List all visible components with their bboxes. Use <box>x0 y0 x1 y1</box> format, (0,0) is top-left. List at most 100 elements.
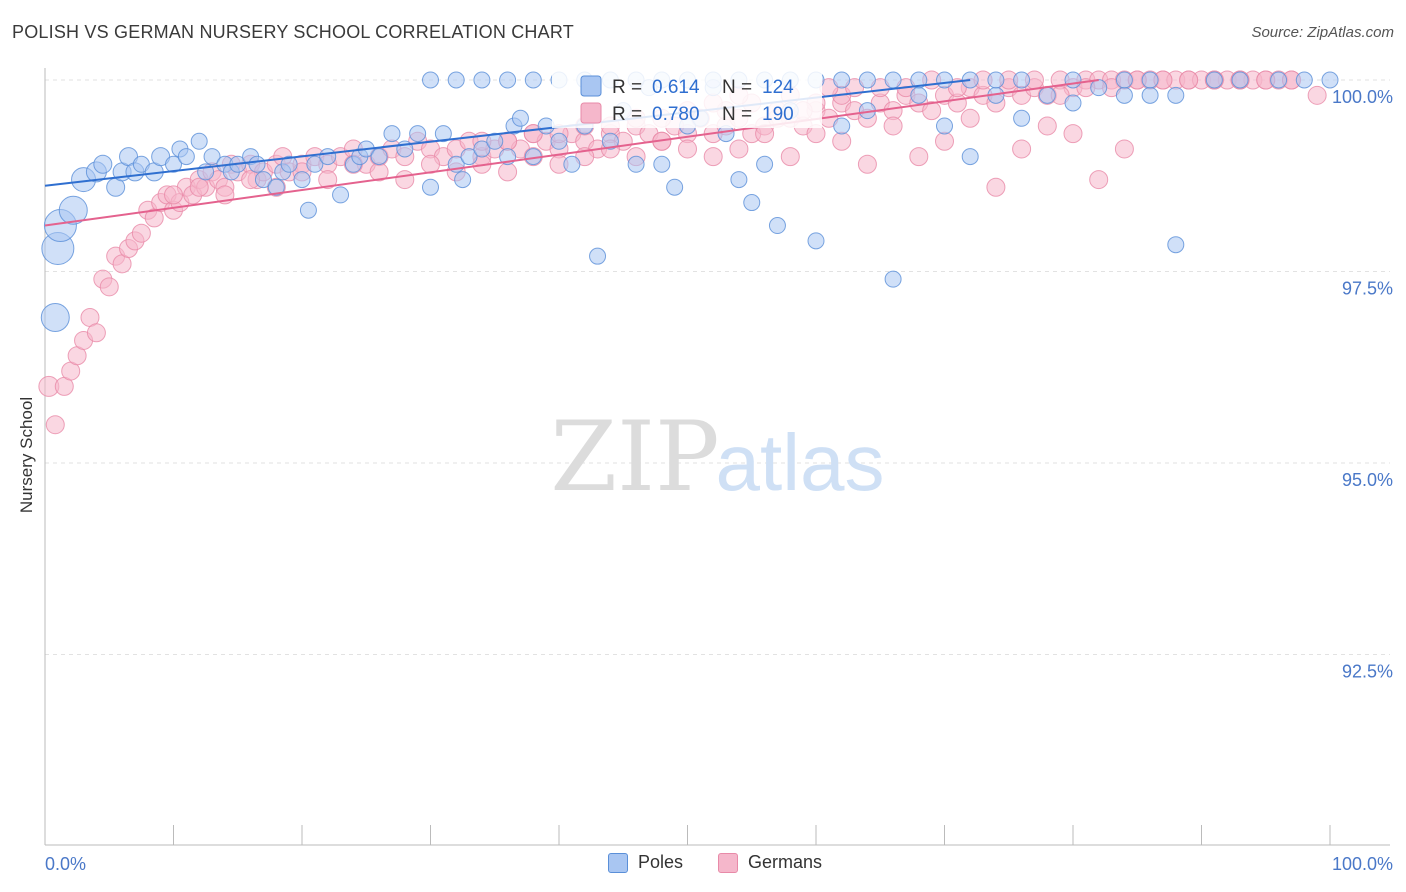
poles-point-38 <box>383 125 401 143</box>
watermark-atlas: atlas <box>716 418 885 507</box>
poles-point-99 <box>987 71 1005 89</box>
poles-point-26 <box>267 178 285 196</box>
germans-point-125 <box>832 131 852 151</box>
germans-point-7 <box>86 323 106 343</box>
poles-point-41 <box>422 178 439 196</box>
poles-point-28 <box>280 155 298 173</box>
poles-point-94 <box>1167 236 1185 254</box>
poles-point-80 <box>1013 109 1031 127</box>
poles-point-54 <box>563 155 581 173</box>
legend-germans-swatch <box>580 102 602 124</box>
poles-point-31 <box>306 155 324 173</box>
germans-point-123 <box>909 147 929 167</box>
legend-germans-n-label: N = <box>722 104 752 125</box>
germans-point-114 <box>986 177 1006 197</box>
poles-point-92 <box>1141 71 1159 89</box>
poles-point-3 <box>58 195 88 225</box>
germans-point-142 <box>395 170 415 190</box>
germans-point-138 <box>498 162 518 182</box>
poles-point-85 <box>1167 86 1185 104</box>
poles-point-67 <box>730 171 748 189</box>
germans-point-131 <box>678 139 697 159</box>
poles-point-70 <box>768 217 786 235</box>
legend-germans-r-value: 0.780 <box>652 104 700 125</box>
poles-point-68 <box>743 194 761 212</box>
germans-point-150 <box>189 177 209 197</box>
x-tick-label-1: 100.0% <box>1332 854 1393 874</box>
poles-point-45 <box>460 148 478 166</box>
germans-point-152 <box>870 78 890 98</box>
y-tick-label-3: 92.5% <box>1342 662 1393 682</box>
germans-point-121 <box>960 108 980 128</box>
legend-germans-n-value: 190 <box>762 104 794 125</box>
poles-point-93 <box>1090 79 1108 97</box>
poles-point-52 <box>537 117 555 135</box>
poles-point-118 <box>447 71 465 89</box>
poles-point-77 <box>936 117 953 135</box>
germans-point-129 <box>729 139 749 159</box>
poles-point-56 <box>589 247 607 265</box>
poles-point-75 <box>884 270 902 288</box>
germans-point-164 <box>1179 70 1199 90</box>
poles-point-66 <box>717 125 735 143</box>
y-tick-label-2: 95.0% <box>1342 470 1393 490</box>
poles-point-46 <box>473 140 491 158</box>
poles-point-17 <box>190 132 208 150</box>
germans-point-127 <box>780 147 800 167</box>
legend-germans-r-label: R = <box>612 104 642 125</box>
germans-point-169 <box>1307 85 1327 105</box>
poles-point-86 <box>1205 71 1223 89</box>
poles-point-83 <box>1115 86 1133 104</box>
poles-point-33 <box>332 186 350 204</box>
poles-point-117 <box>473 71 491 89</box>
poles-point-30 <box>299 201 317 219</box>
legend-poles-r-label: R = <box>612 77 642 98</box>
poles-point-44 <box>454 171 472 189</box>
axes <box>44 68 1390 846</box>
legend-poles-swatch <box>580 75 602 97</box>
poles-point-84 <box>1141 86 1159 104</box>
poles-point-87 <box>1231 71 1249 89</box>
poles-point-16 <box>177 148 195 166</box>
poles-point-119 <box>422 71 439 89</box>
germans-point-117 <box>1063 124 1083 144</box>
poles-point-102 <box>858 71 876 89</box>
watermark: ZIP atlas <box>550 401 884 513</box>
poles-point-95 <box>1013 71 1031 89</box>
poles-point-50 <box>511 109 529 127</box>
poles-point-24 <box>248 155 266 173</box>
poles-point-89 <box>1295 71 1313 89</box>
poles-point-25 <box>254 171 272 189</box>
germans-point-155 <box>947 78 967 98</box>
poles-point-96 <box>936 71 953 89</box>
y-tick-label-1: 97.5% <box>1342 279 1393 299</box>
correlation-legend: R = 0.614 N = 124 R = 0.780 N = 190 <box>552 68 822 128</box>
poles-point-103 <box>833 71 851 89</box>
poles-point-47 <box>486 132 504 150</box>
series-legend: Poles Germans <box>0 852 1406 878</box>
poles-point-62 <box>666 178 684 196</box>
legend-item-germans[interactable]: Germans <box>718 852 822 873</box>
poles-point-53 <box>550 132 568 150</box>
poles-point-29 <box>293 171 311 189</box>
legend-poles-n-value: 124 <box>762 77 794 98</box>
poles-point-90 <box>1321 71 1339 89</box>
poles-point-81 <box>1038 86 1056 104</box>
germans-swatch <box>718 852 738 873</box>
germans-point-118 <box>1089 170 1109 190</box>
poles-point-73 <box>833 117 851 135</box>
germans-point-122 <box>883 116 903 136</box>
poles-point-97 <box>910 71 928 89</box>
germans-point-1 <box>45 415 65 435</box>
germans-trend-line <box>44 79 1099 227</box>
poles-point-59 <box>627 155 645 173</box>
poles-swatch <box>608 852 628 873</box>
germans-point-85 <box>922 101 942 121</box>
germans-point-130 <box>703 147 723 167</box>
poles-point-88 <box>1270 71 1288 89</box>
germans-point-120 <box>935 131 954 151</box>
poles-point-61 <box>653 155 671 173</box>
legend-item-poles[interactable]: Poles <box>608 852 683 873</box>
poles-point-72 <box>807 232 825 250</box>
